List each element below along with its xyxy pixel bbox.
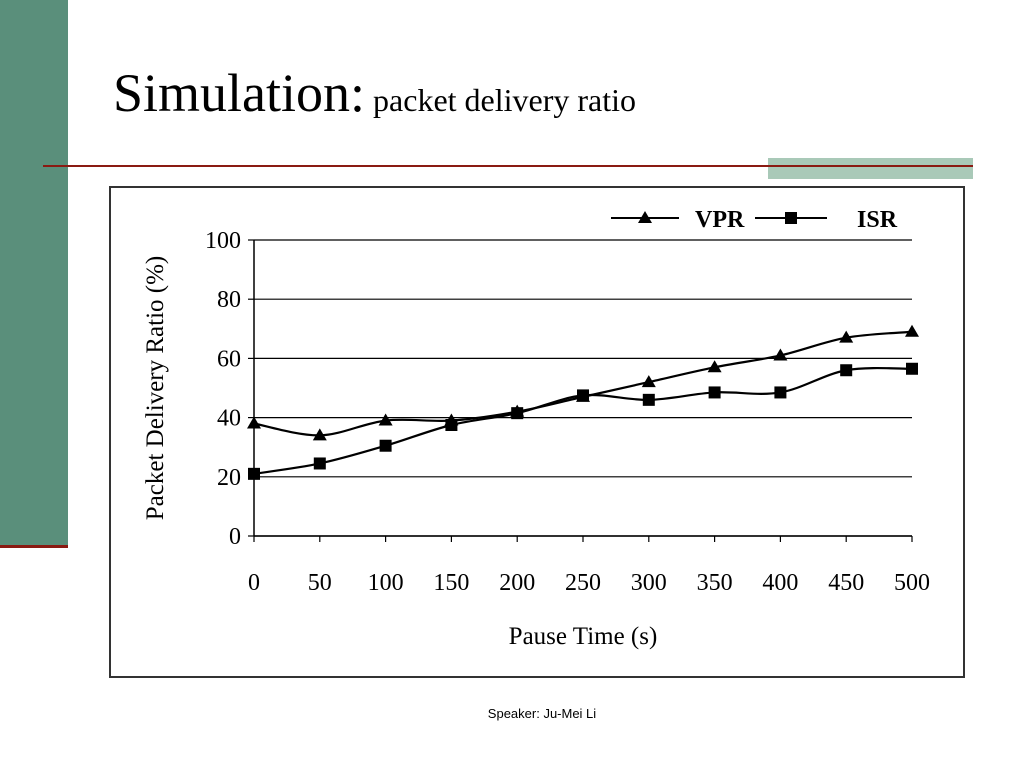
- data-point-isr: [840, 364, 853, 377]
- data-point-isr: [642, 393, 655, 406]
- data-point-isr: [906, 362, 918, 375]
- data-point-isr: [577, 389, 589, 402]
- side-bar: [0, 0, 68, 546]
- x-tick-label: 300: [631, 570, 667, 596]
- data-point-isr: [313, 457, 326, 470]
- x-tick-label: 500: [894, 570, 930, 596]
- x-tick-label: 50: [308, 570, 332, 596]
- x-tick-label: 450: [828, 570, 864, 596]
- data-point-isr: [379, 439, 392, 452]
- slide-title-sub: packet delivery ratio: [373, 82, 637, 118]
- x-tick-label: 0: [248, 570, 260, 596]
- y-axis-label: Packet Delivery Ratio (%): [142, 256, 169, 521]
- data-point-vpr: [905, 324, 919, 337]
- series-line-isr: [253, 366, 913, 475]
- x-tick-label: 150: [433, 570, 469, 596]
- side-bar-rule: [0, 545, 68, 548]
- data-point-isr: [708, 386, 721, 399]
- accent-block: [768, 158, 973, 179]
- line-chart: 0 20 40 60 80 100 0 50 100 150 200 250 300 350 400 450 5…: [142, 207, 930, 650]
- data-point-vpr: [839, 330, 854, 343]
- data-point-vpr: [312, 428, 327, 441]
- y-tick-label: 60: [217, 346, 241, 372]
- legend-marker-vpr: [638, 211, 652, 223]
- data-point-isr: [511, 407, 524, 420]
- data-point-vpr: [773, 348, 788, 361]
- legend-marker-isr: [785, 212, 797, 224]
- x-tick-label: 350: [697, 570, 733, 596]
- y-tick-label: 80: [217, 287, 241, 313]
- x-tick-label: 400: [762, 570, 798, 596]
- x-axis-label: Pause Time (s): [509, 623, 658, 650]
- slide-title: Simulation: packet delivery ratio: [113, 62, 636, 124]
- y-tick-label: 0: [229, 524, 241, 550]
- data-point-vpr: [247, 416, 261, 429]
- x-tick-label: 100: [368, 570, 404, 596]
- footer-speaker: Speaker: Ju-Mei Li: [487, 706, 597, 721]
- legend-label-vpr: VPR: [695, 207, 745, 233]
- y-tick-label: 100: [205, 228, 241, 254]
- title-rule: [43, 165, 973, 167]
- data-point-vpr: [707, 360, 722, 373]
- series-line-vpr: [253, 330, 913, 437]
- slide-title-main: Simulation:: [113, 63, 366, 123]
- data-point-isr: [774, 386, 787, 399]
- y-tick-label: 20: [217, 465, 241, 491]
- data-point-vpr: [641, 375, 656, 388]
- x-tick-label: 250: [565, 570, 601, 596]
- y-tick-label: 40: [217, 406, 241, 432]
- data-point-vpr: [378, 413, 393, 426]
- accent-stripe: [768, 165, 973, 167]
- data-point-isr: [445, 419, 458, 431]
- x-tick-label: 200: [499, 570, 535, 596]
- legend-label-isr: ISR: [857, 207, 898, 233]
- data-point-isr: [248, 467, 260, 480]
- chart-frame: 0 20 40 60 80 100 0 50 100 150 200 250 300 350 400 450 5…: [109, 186, 965, 678]
